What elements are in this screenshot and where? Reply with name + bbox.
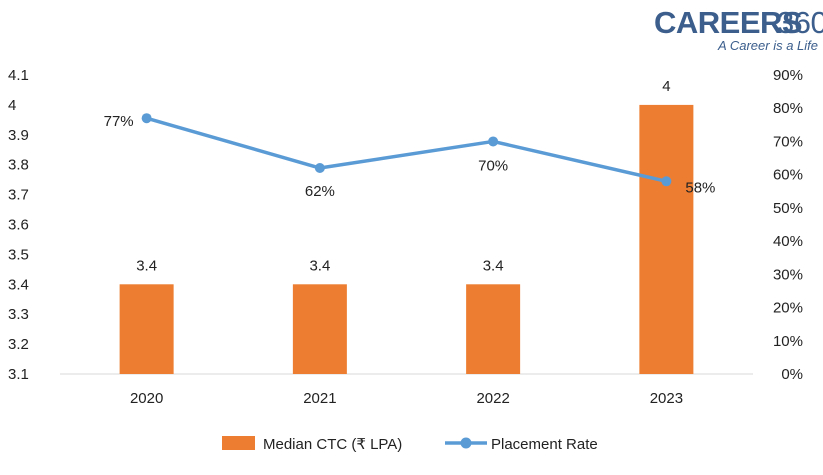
legend: Median CTC (₹ LPA) Placement Rate [222,436,598,453]
logo-brand: CAREERS [654,5,802,40]
y-left-tick-label: 3.9 [8,127,29,144]
y-left-tick-label: 3.4 [8,276,29,293]
y-left-tick-label: 3.6 [8,217,29,234]
y-left-tick-label: 3.8 [8,157,29,174]
y-right-tick-label: 90% [773,67,803,84]
y-right-tick-label: 0% [781,366,803,383]
data-labels: 3.4 3.4 3.4 4 77% 62% 70% 58% [104,78,716,274]
y-left-tick-label: 4.1 [8,67,29,84]
y-left-tick-label: 3.1 [8,366,29,383]
x-tick-label: 2021 [303,390,336,407]
y-right-tick-label: 10% [773,333,803,350]
logo-number: 360 [777,5,823,40]
line-data-label: 70% [478,157,508,174]
y-left-tick-label: 3.5 [8,246,29,263]
legend-label-line: Placement Rate [491,436,598,453]
legend-swatch-marker [460,437,472,449]
line-data-label: 62% [305,183,335,200]
bar-data-label: 4 [662,78,670,95]
line-point [661,176,672,187]
line-point [141,113,152,124]
line-point [314,163,325,174]
x-tick-label: 2023 [650,390,683,407]
logo-tagline: A Career is a Life [717,38,818,53]
axes: 3.1 3.2 3.3 3.4 3.5 3.6 3.7 3.8 3.9 4 4.1 0% 10% 20% 3… [8,67,803,407]
bar [639,104,694,375]
line-data-label: 77% [104,113,134,130]
y-right-tick-label: 40% [773,233,803,250]
logo: CAREERS 360 A Career is a Life [654,5,823,53]
y-right-tick-label: 60% [773,167,803,184]
y-left-tick-label: 3.3 [8,306,29,323]
bar [466,284,521,374]
y-right-tick-label: 70% [773,133,803,150]
line-point [488,136,499,147]
y-right-tick-label: 30% [773,266,803,283]
y-right-tick-label: 50% [773,200,803,217]
bar [119,284,174,374]
x-tick-label: 2020 [130,390,163,407]
bar-data-label: 3.4 [483,257,504,274]
line-data-label: 58% [685,179,715,196]
y-right-tick-label: 80% [773,100,803,117]
placement-rate-line [146,116,667,184]
line-series [141,113,672,187]
bar [292,284,347,374]
bar-series [119,104,694,375]
legend-swatch-bar [222,436,255,450]
x-tick-label: 2022 [476,390,509,407]
y-left-tick-label: 3.7 [8,187,29,204]
y-left-tick-label: 4 [8,97,16,114]
legend-label-bar: Median CTC (₹ LPA) [263,436,402,453]
y-right-tick-label: 20% [773,300,803,317]
y-left-tick-label: 3.2 [8,336,29,353]
bar-data-label: 3.4 [309,257,330,274]
bar-data-label: 3.4 [136,257,157,274]
